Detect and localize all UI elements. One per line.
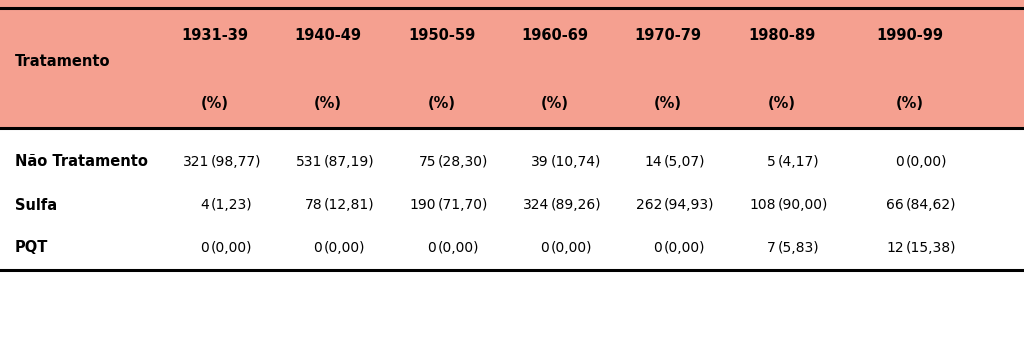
Bar xyxy=(0,128,1024,352)
Text: (%): (%) xyxy=(428,96,456,112)
Text: 5: 5 xyxy=(767,155,776,169)
Text: (0,00): (0,00) xyxy=(438,241,479,255)
Text: (%): (%) xyxy=(314,96,342,112)
Text: 0: 0 xyxy=(653,241,662,255)
Text: (%): (%) xyxy=(768,96,796,112)
Text: (%): (%) xyxy=(201,96,229,112)
Text: (98,77): (98,77) xyxy=(211,155,261,169)
Text: 108: 108 xyxy=(750,198,776,212)
Text: 1980-89: 1980-89 xyxy=(749,27,816,43)
Text: 39: 39 xyxy=(531,155,549,169)
Text: 7: 7 xyxy=(767,241,776,255)
Text: Sulfa: Sulfa xyxy=(15,197,57,213)
Text: (89,26): (89,26) xyxy=(551,198,602,212)
Text: 14: 14 xyxy=(644,155,662,169)
Text: (0,00): (0,00) xyxy=(211,241,253,255)
Text: 12: 12 xyxy=(887,241,904,255)
Text: (%): (%) xyxy=(541,96,569,112)
Text: 66: 66 xyxy=(886,198,904,212)
Text: (28,30): (28,30) xyxy=(438,155,488,169)
Text: 4: 4 xyxy=(201,198,209,212)
Text: (0,00): (0,00) xyxy=(906,155,947,169)
Text: 78: 78 xyxy=(304,198,322,212)
Text: 262: 262 xyxy=(636,198,662,212)
Text: (%): (%) xyxy=(896,96,924,112)
Text: 1950-59: 1950-59 xyxy=(409,27,475,43)
Bar xyxy=(0,8,1024,128)
Text: (0,00): (0,00) xyxy=(664,241,706,255)
Text: 190: 190 xyxy=(410,198,436,212)
Text: (5,83): (5,83) xyxy=(778,241,819,255)
Text: 0: 0 xyxy=(201,241,209,255)
Text: PQT: PQT xyxy=(15,240,48,256)
Text: (%): (%) xyxy=(654,96,682,112)
Text: (5,07): (5,07) xyxy=(664,155,706,169)
Text: 0: 0 xyxy=(313,241,322,255)
Text: 324: 324 xyxy=(522,198,549,212)
Text: (15,38): (15,38) xyxy=(906,241,956,255)
Text: 1940-49: 1940-49 xyxy=(295,27,361,43)
Text: (94,93): (94,93) xyxy=(664,198,715,212)
Text: 75: 75 xyxy=(419,155,436,169)
Text: 1990-99: 1990-99 xyxy=(877,27,943,43)
Text: (0,00): (0,00) xyxy=(551,241,593,255)
Text: 0: 0 xyxy=(427,241,436,255)
Text: (0,00): (0,00) xyxy=(324,241,366,255)
Text: (1,23): (1,23) xyxy=(211,198,253,212)
Text: (87,19): (87,19) xyxy=(324,155,375,169)
Text: (71,70): (71,70) xyxy=(438,198,488,212)
Text: 1931-39: 1931-39 xyxy=(181,27,249,43)
Text: (10,74): (10,74) xyxy=(551,155,601,169)
Text: 321: 321 xyxy=(182,155,209,169)
Text: 0: 0 xyxy=(541,241,549,255)
Text: 0: 0 xyxy=(895,155,904,169)
Text: Tratamento: Tratamento xyxy=(15,55,111,69)
Text: 1960-69: 1960-69 xyxy=(521,27,589,43)
Text: (4,17): (4,17) xyxy=(778,155,819,169)
Text: 1970-79: 1970-79 xyxy=(635,27,701,43)
Text: (90,00): (90,00) xyxy=(778,198,828,212)
Text: (84,62): (84,62) xyxy=(906,198,956,212)
Text: (12,81): (12,81) xyxy=(324,198,375,212)
Text: 531: 531 xyxy=(296,155,322,169)
Text: Não Tratamento: Não Tratamento xyxy=(15,155,147,170)
